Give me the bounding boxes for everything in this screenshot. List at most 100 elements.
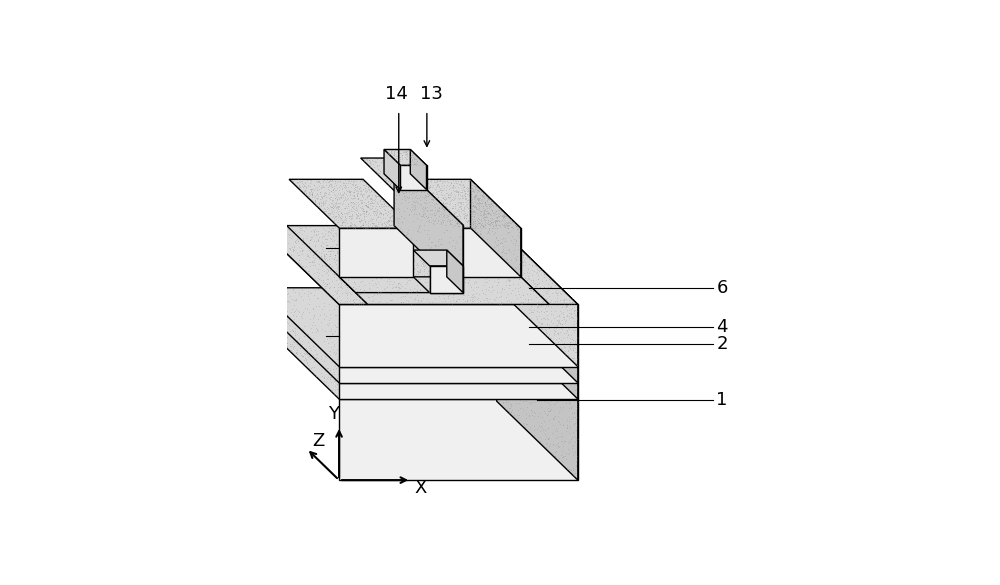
Point <box>406 367 422 377</box>
Point <box>345 203 361 212</box>
Point <box>482 326 498 336</box>
Point <box>464 212 480 221</box>
Point <box>431 294 447 303</box>
Point <box>414 290 430 299</box>
Polygon shape <box>430 266 463 292</box>
Point <box>424 331 440 340</box>
Point <box>473 318 489 327</box>
Point <box>508 273 524 282</box>
Point <box>524 298 540 308</box>
Point <box>370 288 386 298</box>
Point <box>419 198 435 208</box>
Point <box>306 257 322 266</box>
Point <box>513 277 529 286</box>
Point <box>356 211 372 221</box>
Point <box>410 322 426 332</box>
Point <box>403 288 419 297</box>
Point <box>378 363 394 372</box>
Point <box>339 238 355 247</box>
Point <box>527 331 543 340</box>
Point <box>460 274 476 283</box>
Point <box>386 263 402 272</box>
Point <box>423 290 439 300</box>
Point <box>319 334 335 343</box>
Point <box>423 353 439 363</box>
Point <box>288 349 304 358</box>
Point <box>438 244 454 253</box>
Point <box>493 304 509 314</box>
Point <box>500 294 516 304</box>
Point <box>414 383 430 393</box>
Point <box>457 186 473 195</box>
Point <box>428 250 444 259</box>
Point <box>471 298 487 307</box>
Point <box>308 301 324 311</box>
Point <box>511 394 527 403</box>
Point <box>388 290 404 300</box>
Point <box>529 263 545 273</box>
Point <box>397 254 413 263</box>
Point <box>431 183 447 192</box>
Point <box>467 290 483 300</box>
Point <box>562 390 578 399</box>
Point <box>446 347 462 357</box>
Point <box>398 370 414 380</box>
Point <box>504 380 520 389</box>
Point <box>494 326 510 336</box>
Point <box>470 302 486 312</box>
Point <box>434 236 450 245</box>
Point <box>277 334 293 343</box>
Point <box>510 288 526 297</box>
Point <box>475 344 491 353</box>
Point <box>443 178 459 188</box>
Point <box>440 380 456 389</box>
Point <box>513 355 529 364</box>
Point <box>286 242 302 251</box>
Point <box>516 371 532 380</box>
Point <box>554 297 570 307</box>
Point <box>337 260 353 270</box>
Point <box>332 176 348 185</box>
Point <box>349 327 365 336</box>
Point <box>465 242 481 251</box>
Point <box>365 218 381 228</box>
Point <box>532 409 548 418</box>
Point <box>435 219 451 228</box>
Point <box>486 244 502 253</box>
Point <box>500 391 516 401</box>
Point <box>445 185 461 195</box>
Point <box>415 192 431 201</box>
Point <box>520 297 536 306</box>
Point <box>408 270 424 279</box>
Point <box>480 219 496 228</box>
Point <box>321 270 337 279</box>
Point <box>453 177 469 187</box>
Point <box>370 328 386 338</box>
Point <box>556 389 572 398</box>
Point <box>522 260 538 270</box>
Point <box>345 369 361 378</box>
Point <box>447 387 463 397</box>
Point <box>341 333 357 343</box>
Point <box>500 245 516 254</box>
Point <box>306 351 322 360</box>
Point <box>410 267 426 276</box>
Point <box>516 280 532 290</box>
Point <box>493 338 509 347</box>
Point <box>407 241 423 250</box>
Point <box>390 359 406 368</box>
Point <box>513 300 529 309</box>
Point <box>506 338 522 347</box>
Point <box>453 288 469 298</box>
Point <box>281 321 297 330</box>
Point <box>345 357 361 366</box>
Point <box>479 223 495 233</box>
Point <box>437 176 453 185</box>
Point <box>449 391 465 400</box>
Point <box>531 360 547 369</box>
Point <box>444 239 460 249</box>
Point <box>346 226 362 236</box>
Point <box>299 259 315 269</box>
Point <box>427 240 443 250</box>
Point <box>490 245 506 254</box>
